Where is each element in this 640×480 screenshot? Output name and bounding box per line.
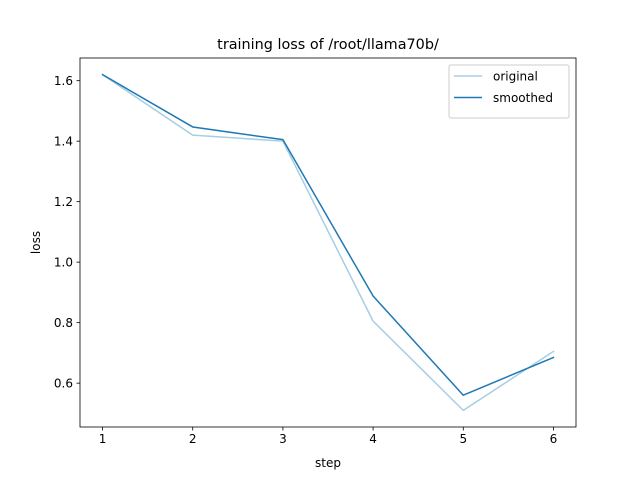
plot-frame: [79, 57, 577, 428]
legend-label-smoothed: smoothed: [493, 91, 553, 105]
y-axis: 0.6 0.8 1.0 1.2 1.4 1.6: [54, 74, 80, 390]
series-layer: [101, 73, 555, 412]
y-tick-label: 1.0: [54, 255, 73, 269]
legend-box: [448, 64, 570, 119]
y-tick-label: 1.4: [54, 134, 73, 148]
y-axis-label: loss: [29, 231, 43, 254]
x-tick-label: 6: [550, 432, 558, 446]
x-tick-label: 5: [459, 432, 467, 446]
x-axis-label: step: [315, 456, 341, 470]
legend-label-original: original: [493, 69, 538, 83]
y-tick-label: 1.6: [54, 74, 73, 88]
chart-title: training loss of /root/llama70b/: [217, 37, 439, 53]
x-tick-label: 4: [369, 432, 377, 446]
x-axis: 1 2 3 4 5 6: [99, 427, 558, 446]
series-line-smoothed: [101, 73, 555, 396]
x-tick-label: 3: [279, 432, 287, 446]
y-tick-label: 0.6: [54, 376, 73, 390]
x-tick-label: 2: [189, 432, 197, 446]
legend: original smoothed: [448, 64, 570, 119]
series-line-original: [101, 73, 555, 412]
y-tick-label: 0.8: [54, 316, 73, 330]
y-tick-label: 1.2: [54, 195, 73, 209]
x-tick-label: 1: [99, 432, 107, 446]
